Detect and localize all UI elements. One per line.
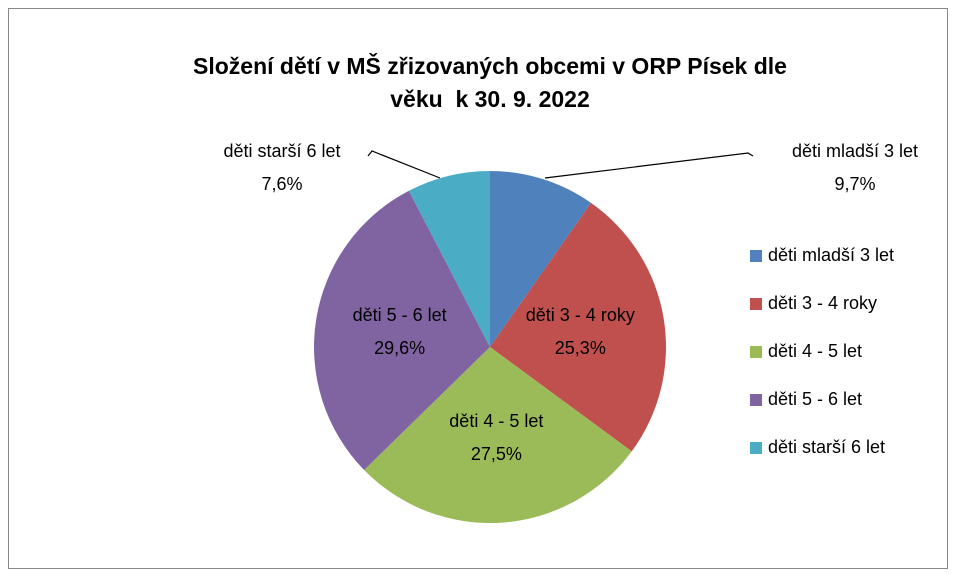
legend-label: děti starší 6 let [768, 437, 885, 457]
legend-swatch [750, 346, 762, 358]
legend-swatch [750, 394, 762, 406]
legend-swatch [750, 442, 762, 454]
data-label: 9,7% [834, 174, 875, 194]
pie-slice [364, 347, 632, 524]
chart-title: Složení dětí v MŠ zřizovaných obcemi v O… [193, 53, 794, 112]
legend-label: děti mladší 3 let [768, 245, 894, 265]
legend-label: děti 5 - 6 let [768, 389, 862, 409]
data-label: 29,6% [374, 338, 425, 358]
pie-slice [408, 171, 490, 347]
data-label: 7,6% [261, 174, 302, 194]
leader-line [544, 152, 754, 179]
pie-slice [313, 190, 490, 470]
legend-label: děti 3 - 4 roky [768, 293, 877, 313]
data-label-name: děti 5 - 6 let [353, 305, 447, 325]
legend-swatch [750, 250, 762, 262]
pie-slice [490, 171, 592, 347]
data-label: 25,3% [555, 338, 606, 358]
pie-slice [490, 202, 666, 452]
chart-frame [8, 8, 948, 569]
legend-label: děti 4 - 5 let [768, 341, 862, 361]
data-label-name: děti mladší 3 let [792, 141, 918, 161]
data-label: 27,5% [471, 444, 522, 464]
data-label-name: děti starší 6 let [223, 141, 340, 161]
data-label-name: děti 4 - 5 let [449, 411, 543, 431]
data-label-name: děti 3 - 4 roky [526, 305, 635, 325]
leader-line [367, 150, 441, 179]
legend-swatch [750, 298, 762, 310]
